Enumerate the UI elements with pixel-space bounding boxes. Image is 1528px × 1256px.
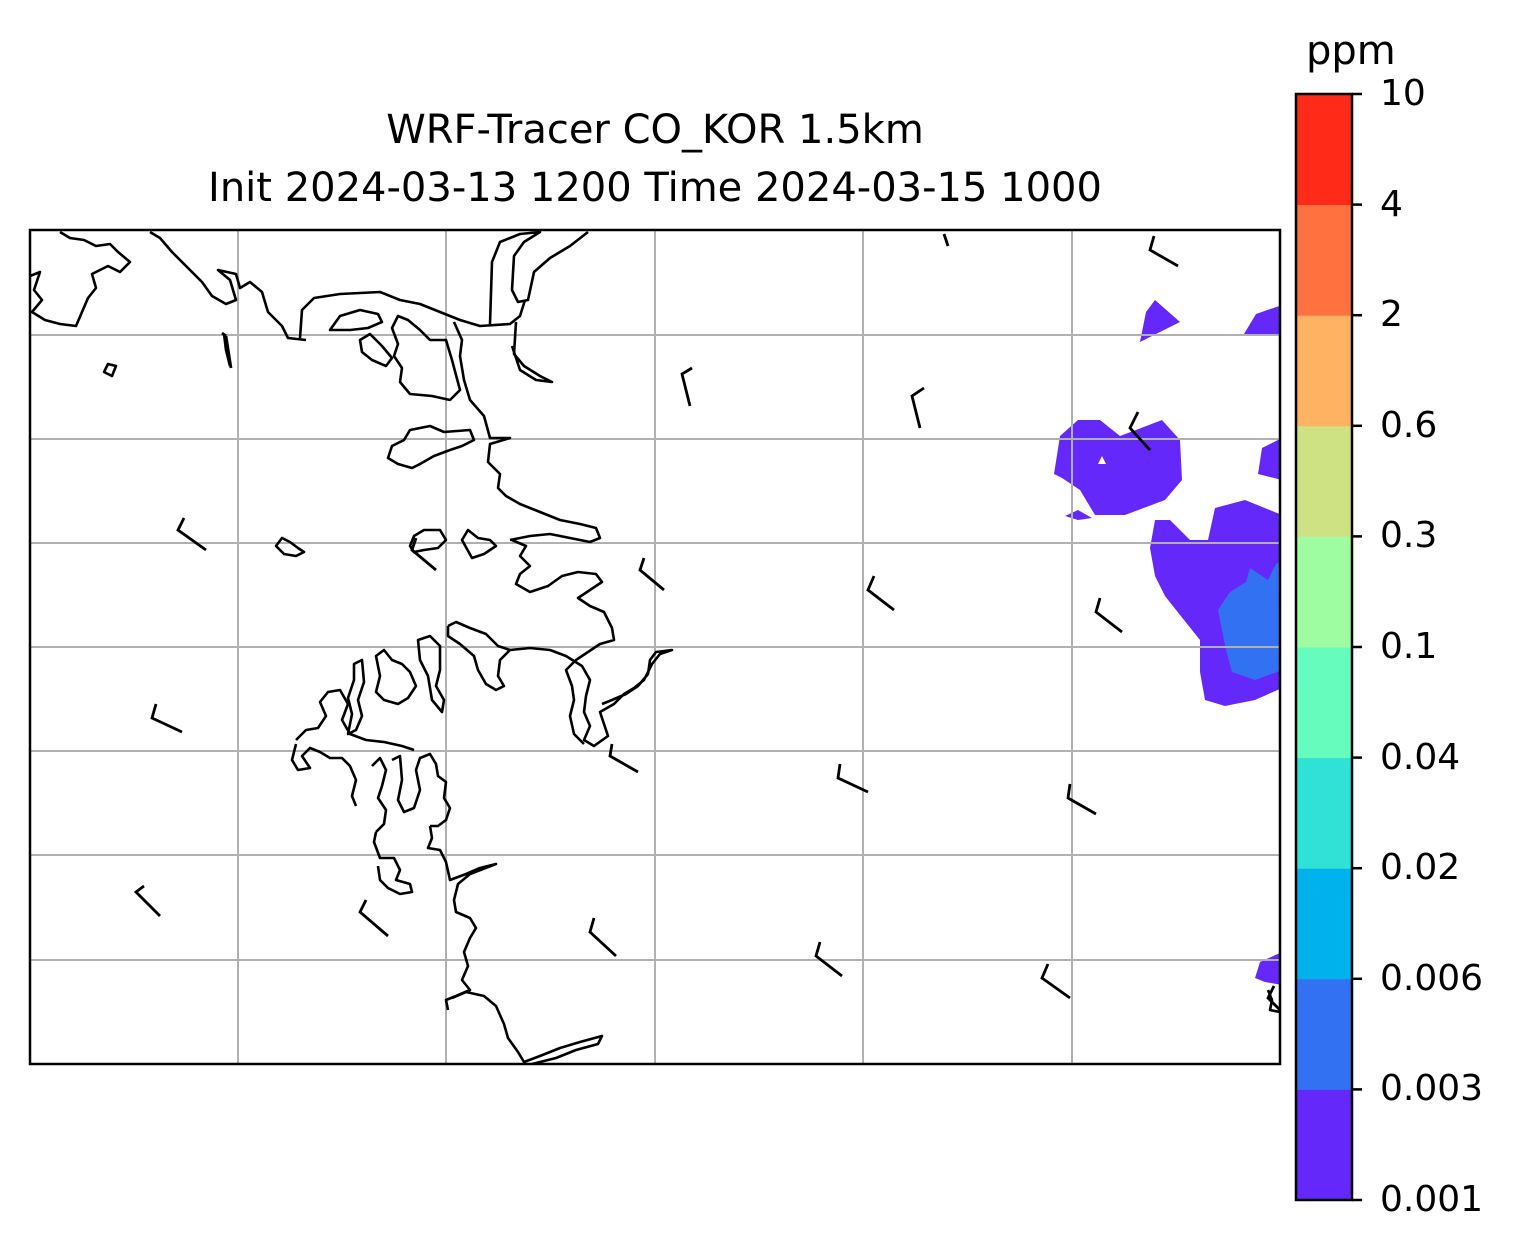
wind-barb bbox=[836, 763, 869, 794]
map-subtitle: Init 2024-03-13 1200 Time 2024-03-15 100… bbox=[208, 165, 1102, 211]
coastline-south-a bbox=[371, 756, 388, 833]
wind-barb bbox=[1148, 235, 1179, 268]
coastline-main-b bbox=[564, 650, 589, 745]
colorbar-segment bbox=[1296, 978, 1352, 1090]
coastline-south-d bbox=[426, 825, 498, 1011]
colorbar-segment bbox=[1296, 536, 1352, 648]
wind-barb bbox=[638, 557, 665, 592]
map-frame bbox=[28, 228, 1282, 1066]
colorbar-tick-label: 4 bbox=[1380, 183, 1403, 225]
coastline-mid bbox=[511, 538, 616, 654]
contour-level-1-east bbox=[1258, 439, 1280, 480]
coastline-south-b bbox=[391, 752, 452, 828]
coastline-island-a bbox=[328, 308, 384, 332]
wind-barb bbox=[1128, 411, 1152, 451]
coastline-west-d bbox=[295, 688, 415, 752]
coastline-west-c bbox=[416, 634, 446, 714]
colorbar-tick-label: 2 bbox=[1380, 294, 1403, 336]
wind-barb bbox=[866, 575, 895, 612]
coastline-main-c bbox=[446, 626, 511, 692]
coastline-south-e bbox=[451, 990, 604, 1064]
colorbar-segment bbox=[1296, 425, 1352, 537]
coastline-north bbox=[30, 230, 132, 328]
wind-barb bbox=[680, 366, 693, 407]
wind-barb bbox=[608, 743, 639, 774]
colorbar-segment bbox=[1296, 94, 1352, 206]
coastline-west-e bbox=[290, 743, 358, 807]
wind-barb bbox=[814, 941, 843, 978]
contour-level-1-se bbox=[1255, 952, 1280, 985]
wind-barb bbox=[910, 386, 925, 429]
wind-barb bbox=[1040, 963, 1071, 1000]
contour-level-1-mid bbox=[1054, 420, 1182, 515]
colorbar-unit-label: ppm bbox=[1306, 28, 1396, 74]
coastline-south-c bbox=[372, 831, 414, 896]
colorbar-tick-label: 0.04 bbox=[1380, 736, 1461, 778]
colorbar-tick-label: 0.003 bbox=[1380, 1068, 1484, 1110]
coastline-channel bbox=[488, 230, 589, 325]
wind-barb bbox=[150, 703, 183, 734]
wind-barb bbox=[1266, 985, 1280, 1011]
wind-barb bbox=[1094, 597, 1123, 634]
colorbar-segment bbox=[1296, 868, 1352, 980]
coastline-peninsula-b bbox=[390, 314, 462, 402]
colorbar-tick-label: 0.6 bbox=[1380, 404, 1438, 446]
map-title: WRF-Tracer CO_KOR 1.5km bbox=[386, 107, 924, 153]
wind-barb bbox=[176, 517, 207, 552]
contour-white-spot bbox=[1098, 456, 1106, 464]
coastline-peninsula-a bbox=[298, 290, 527, 339]
wind-barb bbox=[1066, 783, 1097, 816]
colorbar-tick-label: 0.001 bbox=[1380, 1179, 1484, 1220]
contour-level-2-patch bbox=[1218, 561, 1280, 680]
wind-barb bbox=[221, 331, 233, 369]
coastline-bay bbox=[386, 424, 476, 470]
wind-barb bbox=[410, 537, 437, 572]
coastline-inlet-b bbox=[452, 321, 602, 544]
colorbar-tick-label: 0.1 bbox=[1380, 626, 1438, 667]
gridlines bbox=[30, 230, 1280, 1064]
contour-level-1-ne bbox=[1140, 300, 1180, 342]
colorbar bbox=[1294, 92, 1362, 1202]
wind-barb bbox=[942, 233, 950, 247]
coastlines bbox=[30, 230, 1280, 1064]
coastline-island-f bbox=[408, 528, 448, 554]
colorbar-tick-label: 0.3 bbox=[1380, 515, 1438, 557]
colorbar-segment bbox=[1296, 315, 1352, 427]
colorbar-segment bbox=[1296, 1089, 1352, 1201]
wind-barbs bbox=[133, 233, 1280, 1011]
contour-level-1-ne2 bbox=[1244, 305, 1280, 336]
tracer-contours bbox=[1054, 300, 1280, 985]
coastline-island-e bbox=[274, 536, 306, 558]
coastline-inlet bbox=[510, 321, 554, 384]
colorbar-tick-label: 0.02 bbox=[1380, 847, 1461, 889]
coastline-island-g bbox=[460, 528, 498, 560]
coastline-main bbox=[447, 620, 674, 748]
colorbar-segment bbox=[1296, 647, 1352, 759]
wind-barb bbox=[358, 899, 389, 938]
wind-barb bbox=[133, 884, 161, 917]
coastline-west-islands bbox=[374, 648, 418, 706]
colorbar-tick-label: 0.006 bbox=[1380, 957, 1484, 999]
coastline-west-b bbox=[346, 658, 366, 736]
wind-barb bbox=[588, 917, 617, 958]
coastline-island-b bbox=[358, 332, 394, 368]
colorbar-tick-label: 10 bbox=[1380, 73, 1426, 114]
coastline-island-c bbox=[102, 362, 118, 378]
colorbar-segment bbox=[1296, 757, 1352, 869]
colorbar-segment bbox=[1296, 204, 1352, 316]
contour-level-1-mid-small bbox=[1065, 510, 1092, 520]
coastline-north-2 bbox=[149, 230, 307, 342]
